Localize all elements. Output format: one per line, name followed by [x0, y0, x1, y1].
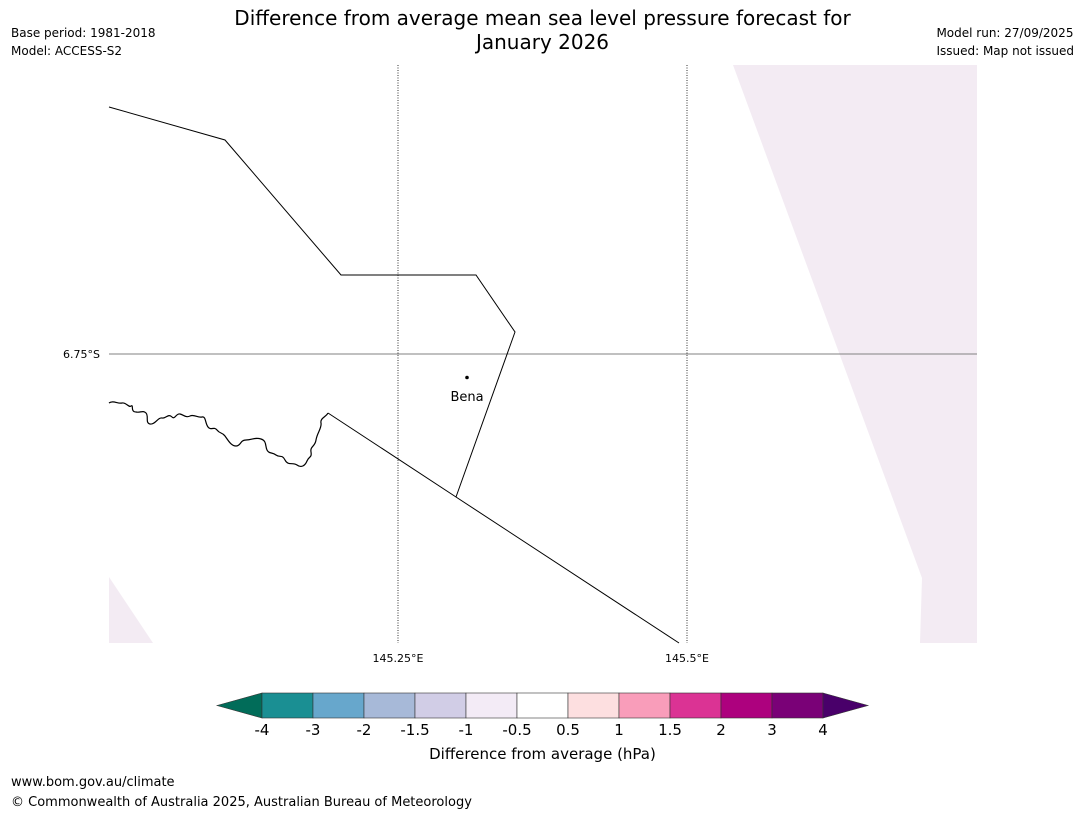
- colorbar-segment: [618, 692, 671, 719]
- colorbar: -4 -3 -2 -1.5 -1 -0.5 0.5 1 1.5 2 3 4: [215, 692, 870, 739]
- colorbar-segment: [363, 692, 416, 719]
- colorbar-tick-label: -3: [306, 721, 321, 739]
- colorbar-tick-label: -4: [255, 721, 270, 739]
- bena-location-marker: [465, 375, 469, 380]
- place-label-bena: Bena: [450, 390, 483, 405]
- model-run: Model run: 27/09/2025: [936, 26, 1074, 40]
- colorbar-tick-label: 2: [716, 721, 726, 739]
- colorbar-segment: [414, 692, 467, 719]
- colorbar-tick-label: -1.5: [400, 721, 429, 739]
- colorbar-segment: [261, 692, 314, 719]
- colorbar-tick-label: 4: [818, 721, 828, 739]
- colorbar-segments: [215, 692, 870, 719]
- footer-url[interactable]: www.bom.gov.au/climate: [11, 775, 175, 790]
- issued-status: Issued: Map not issued: [936, 44, 1074, 58]
- title-line-1: Difference from average mean sea level p…: [234, 6, 851, 30]
- colorbar-segment: [720, 692, 773, 719]
- colorbar-segment: [312, 692, 365, 719]
- latitude-tick-label: 6.75°S: [63, 348, 100, 361]
- longitude-tick-label-1: 145.5°E: [665, 652, 709, 665]
- map-canvas: Bena 6.75°S 145.25°E 145.5°E: [63, 65, 977, 665]
- colorbar-tick-label: -2: [357, 721, 372, 739]
- colorbar-tick-label: 1: [614, 721, 624, 739]
- footer-copyright: © Commonwealth of Australia 2025, Austra…: [11, 795, 472, 810]
- title-line-2: January 2026: [475, 30, 610, 54]
- longitude-tick-label-0: 145.25°E: [373, 652, 424, 665]
- colorbar-segment: [567, 692, 620, 719]
- colorbar-segment: [516, 692, 569, 719]
- colorbar-tick-label: 3: [767, 721, 777, 739]
- colorbar-tick-labels: -4 -3 -2 -1.5 -1 -0.5 0.5 1 1.5 2 3 4: [255, 721, 828, 739]
- page-title: Difference from average mean sea level p…: [0, 6, 1085, 54]
- colorbar-under-arrow: [215, 692, 263, 719]
- colorbar-over-arrow: [822, 692, 870, 719]
- colorbar-segment: [771, 692, 824, 719]
- river-line: [108, 401, 329, 467]
- metadata-right: Model run: 27/09/2025 Issued: Map not is…: [936, 24, 1074, 60]
- model-name: Model: ACCESS-S2: [11, 44, 123, 58]
- province-border-north: [108, 106, 516, 498]
- colorbar-tick-label: -1: [459, 721, 474, 739]
- province-border-south: [327, 412, 680, 644]
- base-period: Base period: 1981-2018: [11, 26, 156, 40]
- shade-region-bottom-left: [109, 577, 153, 643]
- metadata-left: Base period: 1981-2018 Model: ACCESS-S2: [11, 24, 156, 60]
- colorbar-segment: [669, 692, 722, 719]
- colorbar-label: Difference from average (hPa): [429, 745, 656, 763]
- colorbar-tick-label: 1.5: [658, 721, 682, 739]
- colorbar-tick-label: 0.5: [556, 721, 580, 739]
- colorbar-tick-label: -0.5: [502, 721, 531, 739]
- colorbar-segment: [465, 692, 518, 719]
